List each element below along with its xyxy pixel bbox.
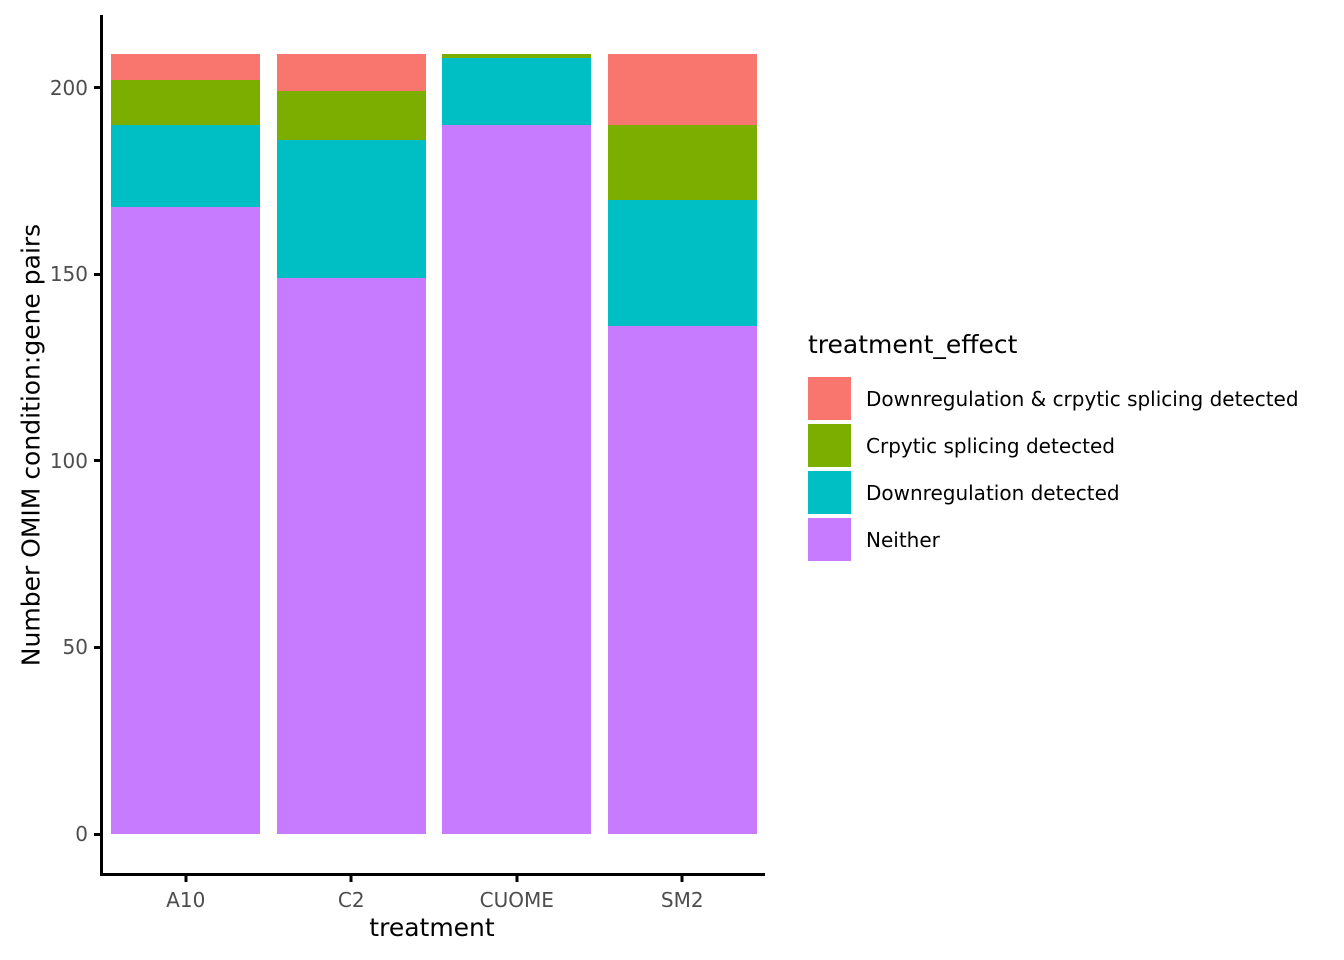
legend-label: Neither [866, 527, 940, 552]
y-tick-label-50: 50 [62, 635, 88, 660]
bar-slot-c2 [269, 15, 435, 834]
plot-panel: 0 50 100 150 200 A10 C2 CUOME SM2 [50, 15, 765, 912]
segment-crpytic-splicing-detected-sm2 [607, 124, 757, 200]
y-tick-50 [94, 645, 103, 649]
segment-crpytic-splicing-detected-c2 [276, 91, 426, 140]
segment-downregulation-crpytic-splicing-detected-c2 [276, 54, 426, 92]
y-tick-label-100: 100 [49, 448, 88, 473]
bar-a10 [111, 54, 261, 834]
legend-swatch-neither [808, 518, 851, 561]
y-tick-label-0: 0 [75, 822, 88, 846]
bar-slot-cuome [434, 15, 600, 834]
legend-label: Crpytic splicing detected [866, 433, 1115, 458]
legend-swatch-cryptic-splicing [808, 424, 851, 467]
segment-downregulation-crpytic-splicing-detected-a10 [111, 54, 261, 81]
y-tick-0 [94, 832, 103, 836]
x-tick-label-cuome: CUOME [479, 888, 554, 912]
legend-item: Downregulation detected [808, 469, 1344, 516]
bars-area [103, 15, 765, 834]
legend-item: Downregulation & crpytic splicing detect… [808, 375, 1344, 422]
legend-title: treatment_effect [808, 330, 1018, 359]
y-tick-150 [94, 272, 103, 276]
legend-label: Downregulation & crpytic splicing detect… [866, 386, 1299, 411]
legend: treatment_effect Downregulation & crpyti… [808, 330, 1344, 563]
segment-downregulation-detected-cuome [442, 57, 592, 125]
x-tick-sm2 [680, 873, 684, 882]
y-tick-200 [94, 86, 103, 90]
segment-neither-cuome [442, 124, 592, 834]
y-tick-100 [94, 459, 103, 463]
y-tick-label-150: 150 [49, 262, 88, 287]
segment-downregulation-detected-sm2 [607, 199, 757, 327]
segment-crpytic-splicing-detected-cuome [442, 54, 592, 58]
segment-neither-a10 [111, 207, 261, 834]
bar-slot-a10 [103, 15, 269, 834]
x-axis-title: treatment [369, 913, 495, 942]
y-tick-label-200: 200 [49, 75, 88, 100]
legend-swatch-downreg-and-cryptic [808, 377, 851, 420]
segment-crpytic-splicing-detected-a10 [111, 80, 261, 125]
segment-neither-sm2 [607, 326, 757, 834]
segment-downregulation-detected-c2 [276, 139, 426, 278]
x-tick-label-c2: C2 [337, 888, 365, 912]
segment-neither-c2 [276, 277, 426, 834]
bar-c2 [276, 54, 426, 834]
x-tick-label-sm2: SM2 [660, 888, 704, 912]
bar-cuome [442, 54, 592, 834]
legend-swatch-downregulation [808, 471, 851, 514]
y-axis-title: Number OMIM condition:gene pairs [16, 223, 46, 667]
legend-item: Neither [808, 516, 1344, 563]
segment-downregulation-detected-a10 [111, 124, 261, 208]
x-tick-a10 [184, 873, 188, 882]
legend-item: Crpytic splicing detected [808, 422, 1344, 469]
x-tick-c2 [349, 873, 353, 882]
x-tick-cuome [515, 873, 519, 882]
legend-label: Downregulation detected [866, 480, 1120, 505]
segment-downregulation-crpytic-splicing-detected-sm2 [607, 54, 757, 125]
bar-sm2 [607, 54, 757, 834]
x-tick-label-a10: A10 [166, 888, 206, 912]
bar-slot-sm2 [600, 15, 766, 834]
